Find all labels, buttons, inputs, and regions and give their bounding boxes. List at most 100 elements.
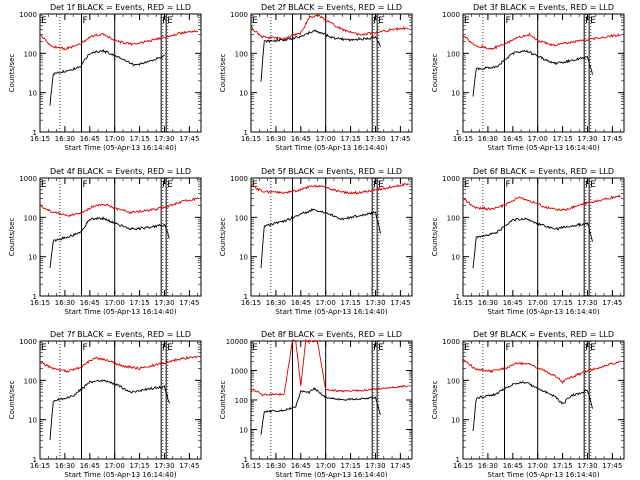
x-tick-label: 17:15 (340, 462, 360, 470)
marker-flag: F (373, 16, 378, 26)
x-tick-label: 16:45 (80, 299, 100, 307)
x-tick-label: 17:45 (179, 462, 199, 470)
chart-title: Det 4f BLACK = Events, RED = LLD (50, 167, 191, 176)
x-tick-label: 17:15 (552, 135, 572, 143)
chart-panel: Det 2f BLACK = Events, RED = LLD 1 10 100 10… (219, 3, 413, 152)
marker-flag: E (464, 16, 470, 26)
x-tick-label: 16:30 (266, 299, 286, 307)
marker-flag: E (167, 180, 173, 190)
x-tick-label: 17:00 (528, 299, 548, 307)
y-tick-label: 10 (28, 254, 37, 262)
x-axis-label: Start Time (05-Apr-13 16:14:40) (275, 308, 387, 316)
x-tick-label: 17:30 (577, 462, 597, 470)
x-tick-label: 16:45 (503, 299, 523, 307)
y-tick-label: 1000 (230, 11, 248, 19)
x-tick-label: 16:15 (241, 462, 261, 470)
y-tick-label: 100 (447, 214, 460, 222)
x-tick-label: 17:00 (105, 135, 125, 143)
x-axis-label: Start Time (05-Apr-13 16:14:40) (275, 144, 387, 152)
x-tick-label: 17:30 (577, 135, 597, 143)
marker-flag: F (82, 343, 87, 353)
x-tick-label: 16:30 (266, 462, 286, 470)
y-tick-label: 10 (239, 427, 248, 435)
chart-title: Det 3f BLACK = Events, RED = LLD (473, 3, 614, 12)
x-tick-label: 16:30 (55, 462, 75, 470)
x-tick-label: 17:45 (602, 135, 622, 143)
plot-frame (462, 13, 625, 133)
events-series-line (472, 49, 593, 97)
y-axis-label: Counts/sec (219, 218, 227, 257)
x-tick-label: 17:30 (365, 299, 385, 307)
chart-title: Det 5f BLACK = Events, RED = LLD (261, 167, 402, 176)
y-tick-label: 1 (33, 129, 37, 137)
marker-flag: E (252, 180, 258, 190)
x-tick-label: 16:15 (241, 135, 261, 143)
marker-flag: F (162, 343, 167, 353)
plot-frame (250, 177, 413, 297)
marker-flag: F (585, 16, 590, 26)
marker-flag: E (590, 180, 596, 190)
x-tick-label: 16:30 (478, 462, 498, 470)
events-series-line (472, 381, 593, 432)
x-tick-label: 17:00 (528, 135, 548, 143)
marker-flag: E (167, 16, 173, 26)
y-axis-label: Counts/sec (8, 54, 16, 93)
x-tick-label: 17:45 (179, 135, 199, 143)
y-tick-label: 100 (235, 397, 248, 405)
y-tick-label: 100 (24, 50, 37, 58)
marker-flag: F (505, 16, 510, 26)
y-tick-label: 1 (33, 293, 37, 301)
marker-flag: F (505, 180, 510, 190)
x-tick-label: 17:30 (154, 135, 174, 143)
x-tick-label: 17:15 (129, 299, 149, 307)
x-axis-label: Start Time (05-Apr-13 16:14:40) (487, 471, 599, 479)
x-tick-label: 17:45 (179, 299, 199, 307)
marker-flag: E (590, 16, 596, 26)
y-tick-label: 10 (451, 90, 460, 98)
marker-flag: E (41, 180, 47, 190)
lld-series-line (462, 32, 622, 50)
x-tick-label: 16:30 (478, 135, 498, 143)
y-tick-label: 1 (244, 129, 248, 137)
x-tick-label: 16:30 (266, 135, 286, 143)
y-tick-label: 10 (28, 90, 37, 98)
x-tick-label: 17:45 (602, 462, 622, 470)
x-tick-label: 17:15 (129, 135, 149, 143)
chart-panel: Det 8f BLACK = Events, RED = LLD 1 10 100 10… (219, 330, 413, 479)
lld-series-line (39, 197, 199, 217)
x-tick-label: 17:00 (316, 462, 336, 470)
x-tick-label: 16:30 (478, 299, 498, 307)
lld-series-line (250, 14, 409, 41)
marker-flag: E (464, 343, 470, 353)
y-tick-label: 100 (24, 214, 37, 222)
y-tick-label: 100 (24, 377, 37, 385)
y-tick-label: 1 (456, 129, 460, 137)
x-axis-label: Start Time (05-Apr-13 16:14:40) (487, 144, 599, 152)
marker-flag: E (464, 180, 470, 190)
chart-panel: Det 7f BLACK = Events, RED = LLD 1 10 100 10… (8, 330, 202, 479)
y-tick-label: 100 (235, 50, 248, 58)
chart-title: Det 6f BLACK = Events, RED = LLD (473, 167, 614, 176)
plot-frame (462, 340, 625, 460)
x-tick-label: 16:15 (453, 462, 473, 470)
x-tick-label: 17:15 (552, 299, 572, 307)
y-tick-label: 1000 (442, 338, 460, 346)
y-tick-label: 100 (447, 377, 460, 385)
marker-flag: E (378, 16, 384, 26)
events-series-line (49, 48, 165, 106)
x-tick-label: 17:15 (552, 462, 572, 470)
x-tick-label: 16:15 (453, 299, 473, 307)
chart-panel: Det 5f BLACK = Events, RED = LLD 1 10 100 10… (219, 167, 413, 316)
x-tick-label: 16:45 (80, 462, 100, 470)
marker-flag: E (252, 343, 258, 353)
x-tick-label: 16:30 (55, 135, 75, 143)
y-tick-label: 1000 (19, 175, 37, 183)
marker-flag: F (162, 180, 167, 190)
x-tick-label: 17:45 (602, 299, 622, 307)
marker-flag: E (378, 180, 384, 190)
lld-series-line (462, 194, 622, 212)
y-axis-label: Counts/sec (219, 381, 227, 420)
marker-flag: F (585, 343, 590, 353)
y-tick-label: 1 (456, 293, 460, 301)
